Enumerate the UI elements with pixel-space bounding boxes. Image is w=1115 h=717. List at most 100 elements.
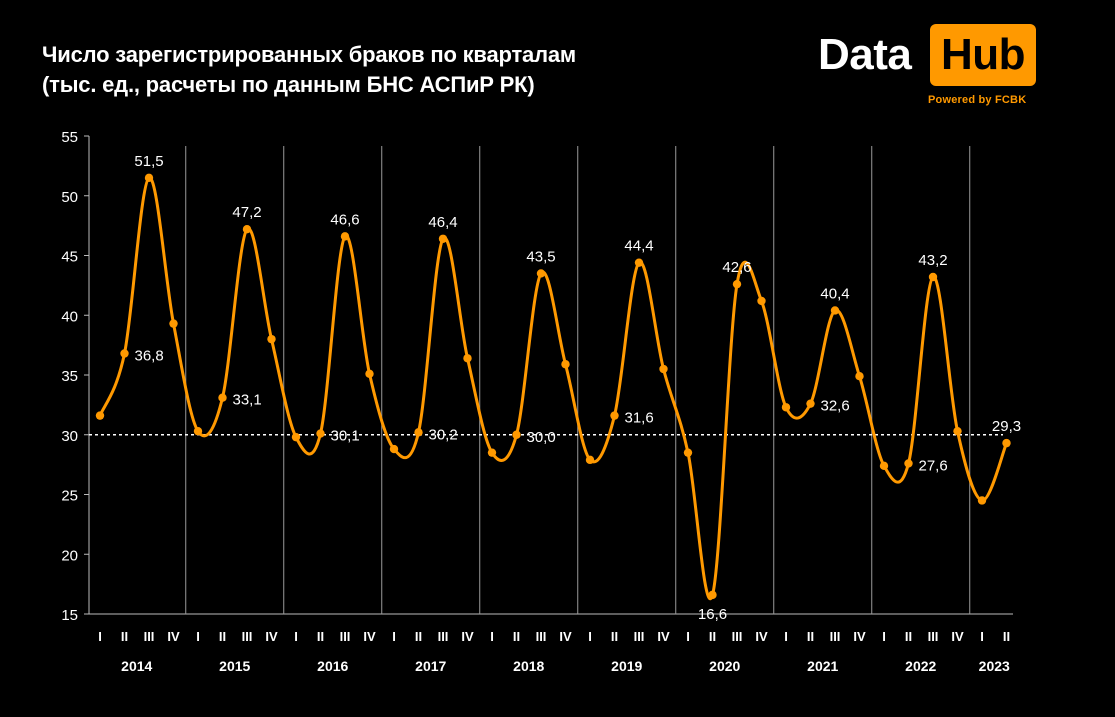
chart-title-line-1: Число зарегистрированных браков по кварт… bbox=[42, 42, 576, 67]
data-point bbox=[683, 448, 693, 457]
y-tick-label: 40 bbox=[61, 308, 78, 325]
year-label: 2016 bbox=[317, 658, 348, 674]
logo-word-hub: Hub bbox=[930, 24, 1036, 86]
data-point bbox=[659, 364, 668, 374]
data-point bbox=[389, 444, 399, 454]
y-tick-label: 20 bbox=[61, 547, 78, 564]
y-tick-label: 25 bbox=[61, 488, 78, 505]
data-point bbox=[536, 269, 546, 278]
quarter-label: I bbox=[882, 629, 886, 644]
data-point bbox=[830, 306, 840, 315]
data-point bbox=[242, 225, 252, 234]
y-tick-label: 45 bbox=[61, 249, 78, 266]
year-label: 2022 bbox=[905, 658, 936, 674]
data-point bbox=[855, 371, 864, 381]
data-point bbox=[267, 334, 276, 344]
data-label: 16,6 bbox=[698, 606, 727, 623]
data-point bbox=[316, 429, 325, 438]
data-point bbox=[757, 296, 766, 306]
year-label: 2020 bbox=[709, 658, 740, 674]
series-line bbox=[98, 176, 1008, 600]
data-point bbox=[95, 411, 105, 420]
quarter-label: III bbox=[732, 629, 743, 644]
quarter-label: II bbox=[513, 629, 520, 644]
quarter-label: II bbox=[1003, 629, 1010, 644]
data-label: 43,2 bbox=[918, 252, 947, 269]
data-point bbox=[144, 173, 154, 183]
data-point bbox=[781, 403, 791, 412]
quarter-label: II bbox=[807, 629, 814, 644]
logo-word-data: Data bbox=[818, 30, 912, 79]
data-point bbox=[806, 399, 815, 408]
data-point bbox=[634, 258, 644, 267]
data-point bbox=[610, 411, 619, 420]
data-point bbox=[904, 459, 913, 468]
data-point bbox=[512, 430, 521, 439]
data-label: 36,8 bbox=[135, 347, 164, 364]
year-label: 2023 bbox=[979, 658, 1010, 674]
year-label: 2017 bbox=[415, 658, 446, 674]
quarter-label: IV bbox=[559, 629, 572, 644]
data-label: 42,6 bbox=[722, 259, 751, 276]
data-point bbox=[438, 234, 448, 243]
data-point bbox=[169, 319, 178, 328]
data-point bbox=[120, 349, 129, 358]
quarter-label: IV bbox=[363, 629, 376, 644]
data-label: 44,4 bbox=[624, 238, 653, 255]
data-point bbox=[487, 448, 497, 457]
quarter-label: III bbox=[830, 629, 841, 644]
data-point bbox=[193, 426, 203, 436]
y-tick-label: 50 bbox=[61, 189, 78, 206]
quarter-label: I bbox=[294, 629, 298, 644]
data-label: 30,2 bbox=[429, 426, 458, 443]
data-point bbox=[879, 461, 889, 471]
year-label: 2018 bbox=[513, 658, 544, 674]
quarter-label: II bbox=[415, 629, 422, 644]
data-point bbox=[1002, 438, 1011, 448]
data-point bbox=[365, 369, 374, 379]
data-label: 43,5 bbox=[526, 248, 555, 265]
quarter-label: IV bbox=[755, 629, 768, 644]
data-point bbox=[291, 432, 301, 442]
y-tick-label: 35 bbox=[61, 368, 78, 385]
data-point bbox=[732, 279, 742, 289]
quarter-label: III bbox=[634, 629, 645, 644]
data-point bbox=[414, 428, 423, 437]
data-label: 27,6 bbox=[919, 457, 948, 474]
year-label: 2014 bbox=[121, 658, 152, 674]
quarter-label: I bbox=[980, 629, 984, 644]
data-point bbox=[953, 426, 962, 436]
chart-title: Число зарегистрированных браков по кварт… bbox=[42, 40, 576, 100]
quarter-label: III bbox=[928, 629, 939, 644]
data-label: 33,1 bbox=[233, 392, 262, 409]
data-label: 29,3 bbox=[992, 418, 1021, 435]
data-label: 30,0 bbox=[527, 429, 556, 446]
data-label: 30,1 bbox=[331, 428, 360, 445]
quarter-label: II bbox=[121, 629, 128, 644]
data-label: 46,6 bbox=[330, 211, 359, 228]
quarter-label: I bbox=[686, 629, 690, 644]
powered-by-label: Powered by FCBK bbox=[928, 94, 1027, 106]
quarter-label: III bbox=[536, 629, 547, 644]
quarter-label: I bbox=[490, 629, 494, 644]
data-point bbox=[708, 590, 717, 600]
data-label: 40,4 bbox=[820, 285, 849, 302]
data-point bbox=[340, 232, 350, 241]
quarter-label: I bbox=[196, 629, 200, 644]
quarter-label: III bbox=[144, 629, 155, 644]
quarter-label: II bbox=[905, 629, 912, 644]
data-label: 32,6 bbox=[821, 398, 850, 415]
year-label: 2021 bbox=[807, 658, 838, 674]
data-point bbox=[463, 354, 472, 363]
quarter-label: III bbox=[340, 629, 351, 644]
data-label: 31,6 bbox=[625, 410, 654, 427]
quarter-label: I bbox=[784, 629, 788, 644]
data-point bbox=[585, 455, 595, 465]
year-label: 2015 bbox=[219, 658, 250, 674]
y-tick-label: 55 bbox=[61, 129, 78, 146]
quarter-label: IV bbox=[265, 629, 278, 644]
quarter-label: I bbox=[588, 629, 592, 644]
quarter-label: III bbox=[242, 629, 253, 644]
data-label: 51,5 bbox=[134, 153, 163, 170]
quarter-label: IV bbox=[167, 629, 180, 644]
